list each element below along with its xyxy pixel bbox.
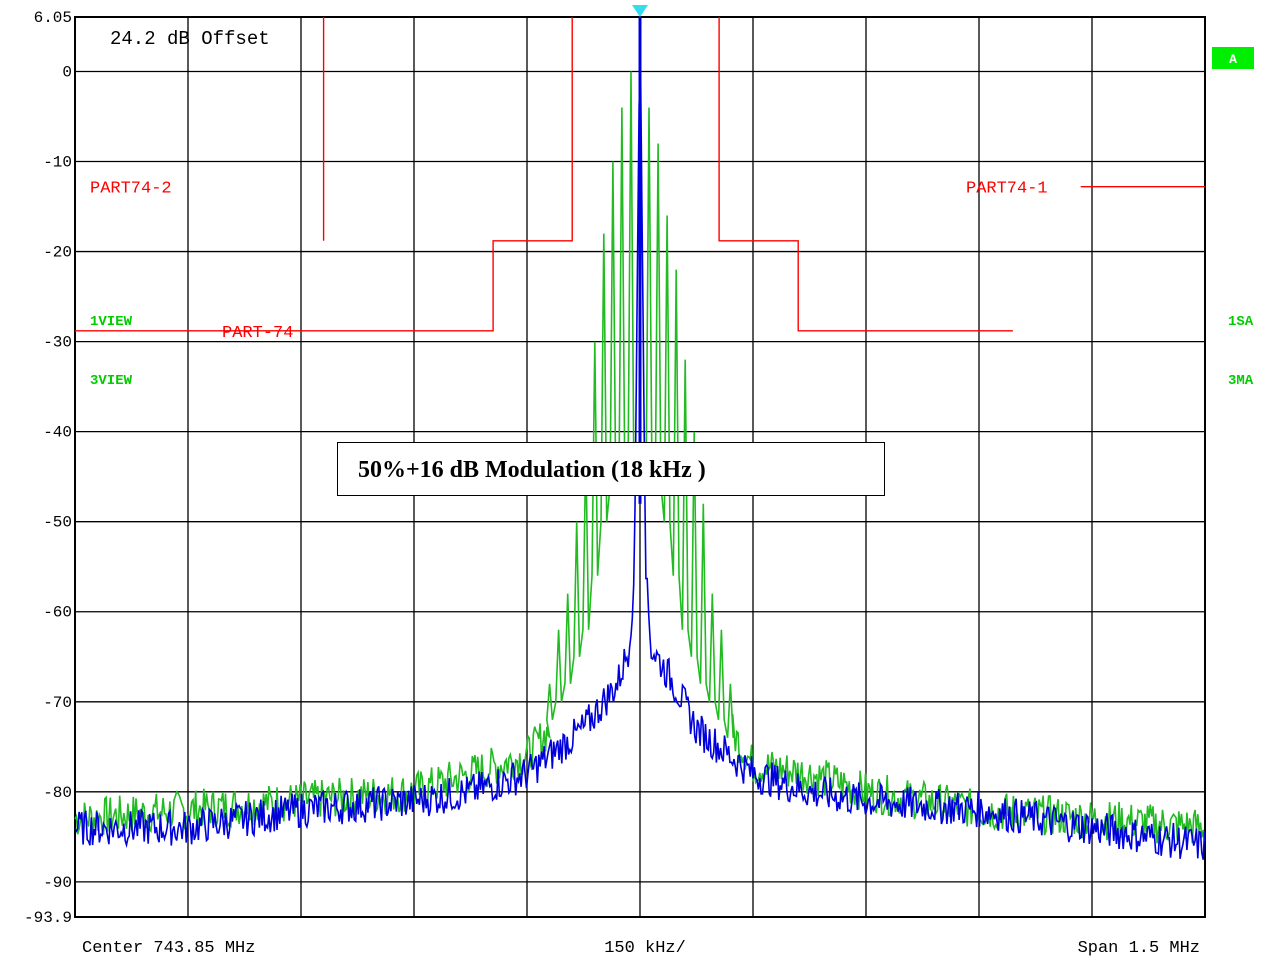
y-tick-label: -93.9 xyxy=(24,909,72,927)
trace-label-1view: 1VIEW xyxy=(90,314,133,330)
marker-badge-text: A xyxy=(1229,52,1237,67)
marker-badge-bg xyxy=(1212,47,1254,69)
y-tick-label: -90 xyxy=(43,874,72,892)
marker-triangle xyxy=(632,5,648,17)
annotation-box: 50%+16 dB Modulation (18 kHz ) xyxy=(337,442,885,496)
limit-line xyxy=(718,17,1013,332)
y-tick-label: 0 xyxy=(62,63,72,81)
y-tick-label: -20 xyxy=(43,244,72,262)
y-tick-label: -60 xyxy=(43,604,72,622)
footer-per-div: 150 kHz/ xyxy=(604,939,686,958)
trace-label-1sa: 1SA xyxy=(1228,314,1254,330)
footer-center: Center 743.85 MHz xyxy=(82,939,255,958)
y-tick-label: -40 xyxy=(43,424,72,442)
limit-line xyxy=(75,17,573,332)
y-tick-label: -30 xyxy=(43,334,72,352)
footer-span: Span 1.5 MHz xyxy=(1078,939,1200,958)
trace-label-3view: 3VIEW xyxy=(90,373,133,389)
limit-label-part74-2: PART74-2 xyxy=(90,180,172,199)
limit-label-part-74: PART-74 xyxy=(222,324,293,343)
limit-label-part74-1: PART74-1 xyxy=(966,180,1048,199)
offset-label: 24.2 dB Offset xyxy=(110,28,270,50)
y-tick-label: -80 xyxy=(43,784,72,802)
y-tick-label: -50 xyxy=(43,514,72,532)
trace-label-3ma: 3MA xyxy=(1228,373,1254,389)
y-tick-label: -10 xyxy=(43,154,72,172)
y-tick-label: -70 xyxy=(43,694,72,712)
y-tick-label: 6.05 xyxy=(34,9,72,27)
